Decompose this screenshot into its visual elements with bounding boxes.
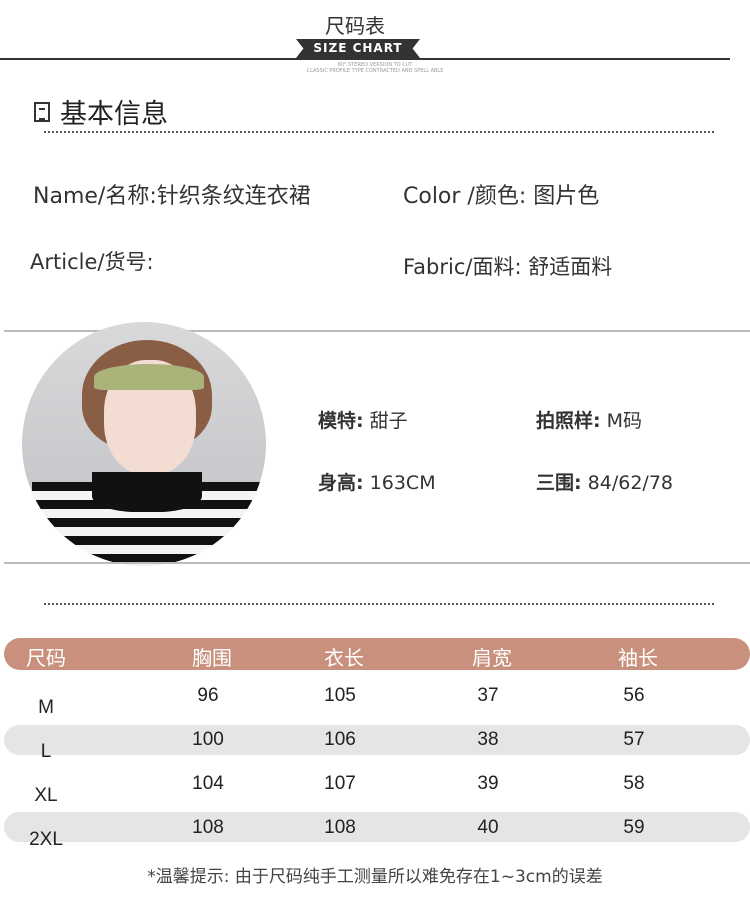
table-cell: 59 [623,817,645,838]
value: 163CM [369,472,436,494]
table-cell: 100 [192,729,224,750]
row-stripe [4,725,750,755]
dotted-divider [44,603,714,605]
table-cell: 58 [623,773,645,794]
header-cell: 尺码 [26,648,66,670]
table-cell: 107 [324,773,356,794]
size-table-header: 尺码 胸围 衣长 肩宽 袖长 [4,638,750,670]
table-cell: XL [34,785,58,806]
measurement-note: *温馨提示: 由于尺码纯手工测量所以难免存在1~3cm的误差 [147,867,603,887]
table-cell: 56 [623,685,645,706]
tagline: 60° STEREO VERSION TO CUT [337,62,413,68]
header-cell: 胸围 [192,648,232,670]
table-cell: M [38,697,54,718]
table-cell: 2XL [29,829,63,850]
value: 甜子 [369,410,408,432]
model-measurements: 三围: 84/62/78 [536,468,673,495]
label: 拍照样: [536,410,601,432]
value: 84/62/78 [587,472,673,494]
label: 三围: [536,472,582,494]
section-heading-text: 基本信息 [60,99,168,130]
product-color: Color /颜色: 图片色 [403,184,600,209]
divider [0,58,730,60]
product-fabric: Fabric/面料: 舒适面料 [403,255,613,279]
section-heading: 基本信息 [34,92,168,131]
document-icon [34,101,50,122]
table-cell: 105 [324,685,356,706]
divider [4,330,750,332]
table-cell: 39 [477,773,499,794]
product-article: Article/货号: [30,250,154,274]
table-cell: 38 [477,729,499,750]
header-cell: 肩宽 [472,648,512,670]
table-cell: 37 [477,685,499,706]
dotted-divider [44,131,714,133]
table-cell: 57 [623,729,645,750]
table-cell: 104 [192,773,224,794]
model-name: 模特: 甜子 [318,406,408,433]
table-cell: 108 [324,817,356,838]
row-stripe [4,812,750,842]
table-cell: 106 [324,729,356,750]
page-title: 尺码表 [325,14,385,38]
sample-size: 拍照样: M码 [536,406,642,433]
header-cell: 袖长 [618,648,658,670]
value: M码 [606,410,643,432]
table-cell: 96 [197,685,219,706]
product-name: Name/名称:针织条纹连衣裙 [33,184,311,209]
tagline: CLASSIC PROFILE TYPE CONTRACTED AND SPEL… [306,68,444,74]
table-cell: 108 [192,817,224,838]
header-cell: 衣长 [324,648,364,670]
size-chart-banner: SIZE CHART [296,39,420,58]
label: 身高: [318,472,364,494]
model-photo [22,322,266,566]
label: 模特: [318,410,364,432]
model-height: 身高: 163CM [318,468,436,495]
divider [4,562,750,564]
table-cell: 40 [477,817,499,838]
table-cell: L [40,741,52,762]
